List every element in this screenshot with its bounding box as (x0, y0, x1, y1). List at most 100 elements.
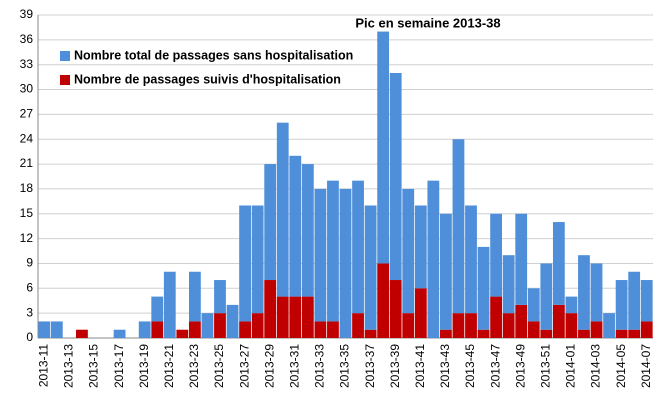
y-tick-label: 27 (20, 107, 34, 121)
x-tick-label: 2013-21 (162, 344, 176, 388)
x-tick-label: 2013-49 (513, 344, 527, 388)
bar-segment (440, 213, 452, 330)
legend-swatch (60, 75, 70, 85)
x-tick-label: 2013-23 (187, 344, 201, 388)
y-tick-label: 21 (20, 156, 34, 170)
y-tick-label: 39 (20, 7, 34, 21)
x-tick-label: 2013-35 (338, 344, 352, 388)
bar-segment (251, 313, 264, 338)
x-tick-label: 2014-07 (639, 344, 653, 388)
bar-segment (76, 329, 88, 338)
y-tick-label: 15 (20, 206, 34, 220)
bar-segment (138, 321, 151, 338)
bar-segment (640, 321, 653, 338)
x-tick-label: 2013-33 (313, 344, 327, 388)
bar-segment (151, 296, 164, 322)
bar-segment (264, 164, 277, 281)
y-tick-label: 36 (20, 32, 34, 46)
bar-segment (603, 313, 615, 338)
x-tick-label: 2013-25 (212, 344, 226, 388)
bar-segment (440, 329, 452, 338)
bar-segment (452, 313, 465, 338)
bar-segment (113, 329, 126, 338)
y-tick-label: 33 (20, 57, 34, 71)
bar-segment (339, 188, 352, 338)
bar-segment (465, 205, 477, 314)
x-tick-label: 2014-03 (589, 344, 603, 388)
bar-segment (327, 321, 339, 338)
x-tick-label: 2013-37 (363, 344, 377, 388)
bar-segment (377, 31, 390, 264)
x-tick-label: 2013-45 (463, 344, 477, 388)
y-tick-label: 12 (20, 231, 34, 245)
bar-segment (251, 205, 264, 314)
bar-segment (176, 329, 189, 338)
bar-segment (565, 313, 578, 338)
bar-segment (188, 271, 201, 322)
bar-segment (590, 263, 603, 322)
bar-segment (239, 321, 251, 338)
bar-segment (314, 188, 327, 322)
bar-segment (214, 313, 226, 338)
bar-segment (502, 255, 515, 314)
bar-segment (301, 164, 314, 297)
y-tick-label: 0 (26, 330, 33, 344)
x-tick-label: 2013-41 (413, 344, 427, 388)
legend-label: Nombre de passages suivis d'hospitalisat… (74, 72, 341, 86)
bar-segment (151, 321, 164, 338)
bar-segment (640, 280, 653, 322)
bar-segment (515, 304, 528, 338)
bar-segment (402, 188, 415, 314)
bar-segment (327, 180, 339, 322)
x-tick-label: 2013-31 (287, 344, 301, 388)
bar-segment (163, 271, 176, 338)
bar-segment (490, 213, 503, 297)
bar-segment (289, 155, 302, 297)
x-tick-label: 2013-13 (62, 344, 76, 388)
x-tick-label: 2013-27 (237, 344, 251, 388)
bar-segment (552, 304, 565, 338)
bar-segment (465, 313, 477, 338)
bar-segment (540, 263, 553, 330)
bar-segment (615, 329, 628, 338)
x-tick-label: 2013-17 (112, 344, 126, 388)
bar-segment (515, 213, 528, 305)
x-tick-label: 2013-29 (262, 344, 276, 388)
y-tick-label: 9 (26, 256, 33, 270)
bar-segment (352, 313, 364, 338)
bar-segment (527, 321, 540, 338)
bar-segment (188, 321, 201, 338)
bar-segment (615, 280, 628, 330)
bar-segment (628, 271, 641, 330)
bar-segment (389, 72, 402, 281)
bar-segment (578, 329, 590, 338)
bar-segment (540, 329, 553, 338)
x-tick-label: 2014-05 (614, 344, 628, 388)
x-tick-label: 2013-39 (388, 344, 402, 388)
bar-segment (289, 296, 302, 338)
bar-segment (301, 296, 314, 338)
y-tick-label: 6 (26, 280, 33, 294)
bar-segment (402, 313, 415, 338)
bar-segment (214, 280, 226, 314)
x-tick-label: 2013-51 (538, 344, 552, 388)
bar-segment (527, 288, 540, 322)
bar-segment (502, 313, 515, 338)
bar-segment (264, 280, 277, 338)
bar-segment (427, 180, 440, 338)
bar-segment (552, 222, 565, 305)
bar-segment (590, 321, 603, 338)
y-tick-label: 18 (20, 181, 34, 195)
x-tick-label: 2013-15 (87, 344, 101, 388)
x-tick-label: 2013-43 (438, 344, 452, 388)
bar-segment (364, 329, 377, 338)
bar-segment (276, 122, 289, 297)
bar-segment (565, 296, 578, 314)
y-tick-label: 24 (20, 131, 34, 145)
bar-segment (239, 205, 251, 322)
y-tick-label: 30 (20, 82, 34, 96)
legend-swatch (60, 51, 70, 61)
bar-segment (578, 255, 590, 330)
bar-segment (628, 329, 641, 338)
